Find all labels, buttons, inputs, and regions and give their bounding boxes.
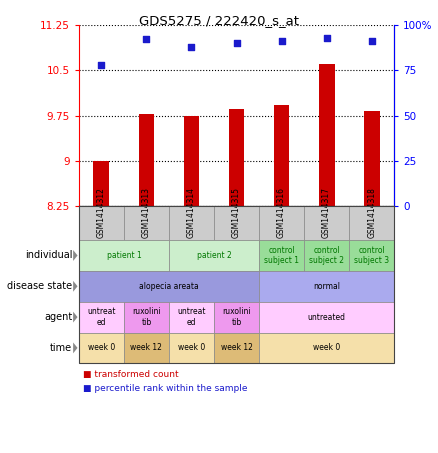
Bar — [364, 111, 380, 206]
Text: control
subject 3: control subject 3 — [354, 246, 389, 265]
Text: time: time — [50, 343, 72, 353]
Text: control
subject 1: control subject 1 — [264, 246, 299, 265]
Text: untreated: untreated — [307, 313, 346, 322]
Point — [368, 38, 375, 45]
Point — [278, 38, 285, 45]
Text: week 0: week 0 — [88, 343, 115, 352]
Bar — [229, 110, 244, 206]
Text: control
subject 2: control subject 2 — [309, 246, 344, 265]
Text: ruxolini
tib: ruxolini tib — [222, 308, 251, 327]
Text: ruxolini
tib: ruxolini tib — [132, 308, 161, 327]
Text: GDS5275 / 222420_s_at: GDS5275 / 222420_s_at — [139, 14, 299, 27]
Text: patient 1: patient 1 — [106, 251, 141, 260]
Text: patient 2: patient 2 — [197, 251, 231, 260]
Text: individual: individual — [25, 251, 72, 260]
Point — [188, 43, 195, 50]
Text: GSM1414316: GSM1414316 — [277, 187, 286, 238]
Bar — [274, 105, 290, 206]
Text: week 0: week 0 — [178, 343, 205, 352]
Text: GSM1414313: GSM1414313 — [142, 187, 151, 238]
Point — [98, 61, 105, 68]
Text: GSM1414318: GSM1414318 — [367, 187, 376, 238]
Text: agent: agent — [44, 312, 72, 322]
Text: alopecia areata: alopecia areata — [139, 282, 199, 291]
Bar — [184, 116, 199, 206]
Point — [143, 36, 150, 43]
Text: GSM1414314: GSM1414314 — [187, 187, 196, 238]
Text: untreat
ed: untreat ed — [87, 308, 116, 327]
Point — [233, 39, 240, 47]
Text: week 0: week 0 — [313, 343, 340, 352]
Text: GSM1414315: GSM1414315 — [232, 187, 241, 238]
Bar — [319, 64, 335, 206]
Bar — [138, 114, 154, 206]
Text: GSM1414317: GSM1414317 — [322, 187, 331, 238]
Text: untreat
ed: untreat ed — [177, 308, 206, 327]
Text: normal: normal — [313, 282, 340, 291]
Point — [323, 34, 330, 41]
Bar — [93, 161, 109, 206]
Text: week 12: week 12 — [131, 343, 162, 352]
Text: GSM1414312: GSM1414312 — [97, 187, 106, 238]
Text: ■ percentile rank within the sample: ■ percentile rank within the sample — [83, 384, 248, 393]
Text: week 12: week 12 — [221, 343, 252, 352]
Text: disease state: disease state — [7, 281, 72, 291]
Text: ■ transformed count: ■ transformed count — [83, 370, 179, 379]
